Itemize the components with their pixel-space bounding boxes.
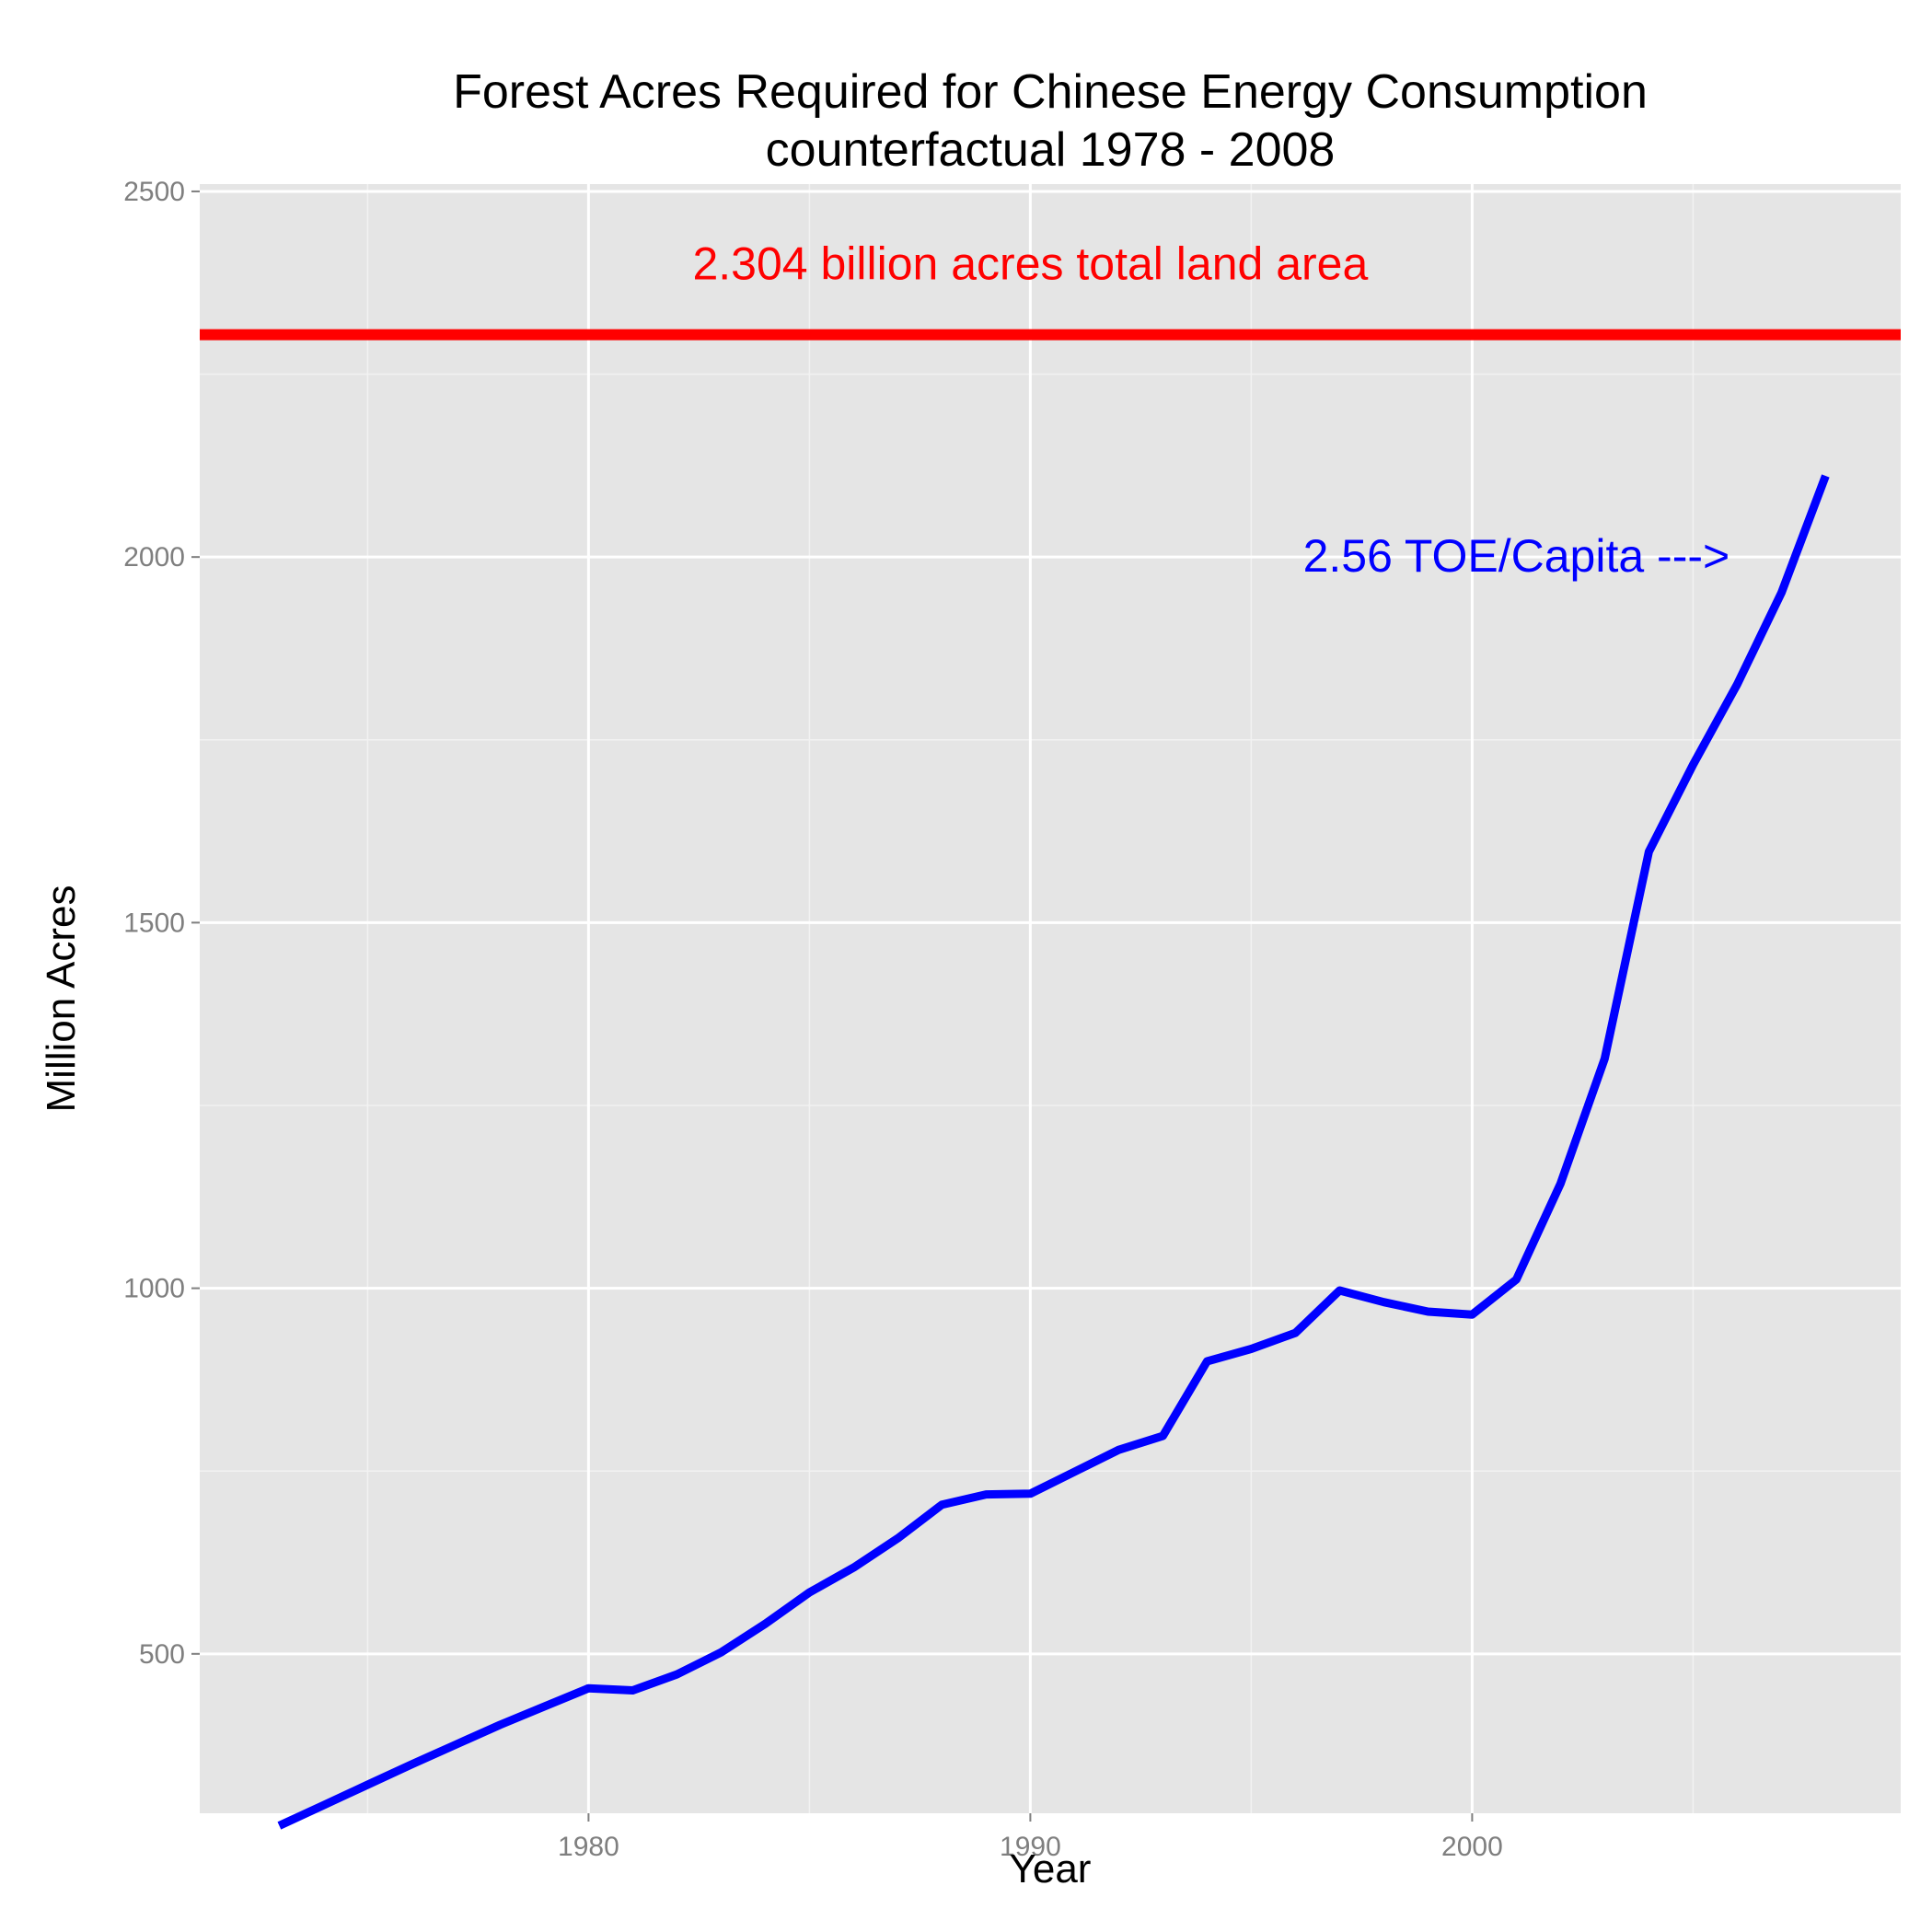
plot-panel <box>200 184 1901 1813</box>
series-line <box>277 474 1830 1830</box>
chart-title: Forest Acres Required for Chinese Energy… <box>453 65 1648 119</box>
minor-grid <box>200 184 1901 1813</box>
toe-annotation: 2.56 TOE/Capita ---> <box>1303 530 1730 582</box>
series-lines <box>277 474 1830 1830</box>
tick-labels: 1980 1990 2000 500 1000 1500 2000 2500 <box>123 177 1503 1862</box>
y-axis-title: Million Acres <box>39 885 84 1113</box>
y-tick-label: 1500 <box>123 908 185 938</box>
x-tick-label: 2000 <box>1441 1832 1503 1862</box>
major-grid <box>200 184 1901 1813</box>
y-tick-label: 2000 <box>123 542 185 573</box>
x-tick-label: 1990 <box>1000 1832 1061 1862</box>
y-tick-label: 500 <box>139 1639 185 1670</box>
x-tick-label: 1980 <box>558 1832 619 1862</box>
y-tick-label: 1000 <box>123 1274 185 1304</box>
axis-ticks <box>191 190 1474 1822</box>
chart-subtitle: counterfactual 1978 - 2008 <box>766 123 1336 177</box>
annotations: 2.304 billion acres total land area 2.56 … <box>692 237 1730 582</box>
x-axis-title: Year <box>1010 1846 1092 1892</box>
y-tick-label: 2500 <box>123 177 185 207</box>
land-area-annotation: 2.304 billion acres total land area <box>692 237 1368 289</box>
